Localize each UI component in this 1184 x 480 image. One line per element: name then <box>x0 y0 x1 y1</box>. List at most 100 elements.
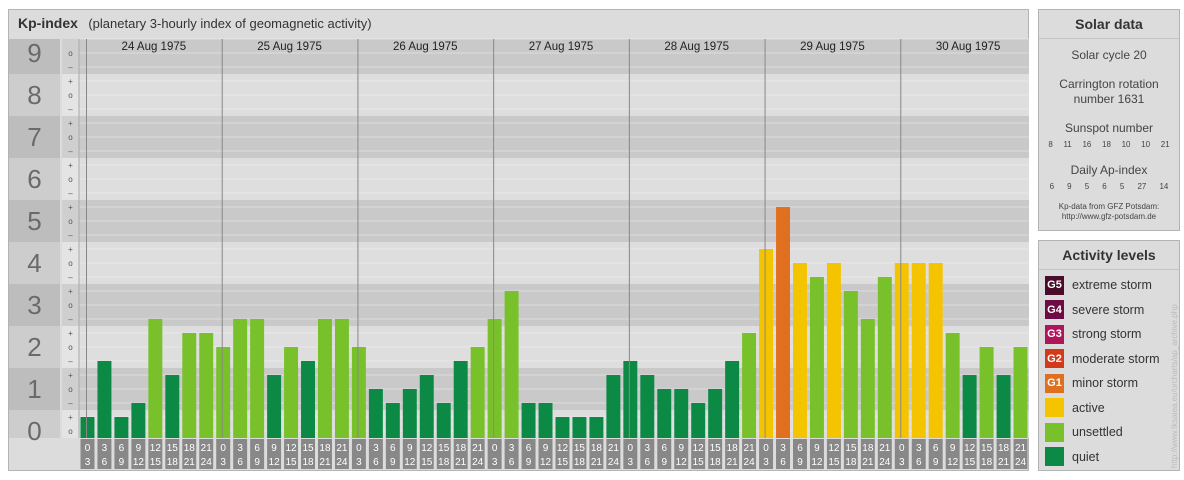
interval-box <box>521 439 536 469</box>
interval-end-label: 18 <box>167 457 179 468</box>
kp-labelband-1 <box>9 368 60 410</box>
interval-end-label: 12 <box>676 457 688 468</box>
kp-bar <box>725 360 740 438</box>
activity-levels-list: G5 extreme storm G4 severe storm G3 strong st… <box>1039 273 1179 469</box>
interval-end-label: 24 <box>1015 457 1027 468</box>
interval-end-label: 15 <box>557 457 569 468</box>
kp-tick-label: 4 <box>27 248 41 278</box>
interval-start-label: 6 <box>119 443 125 454</box>
activity-level-swatch: G4 <box>1045 300 1064 320</box>
interval-start-label: 9 <box>678 443 684 454</box>
interval-start-label: 15 <box>167 443 179 454</box>
interval-start-label: 3 <box>509 443 515 454</box>
kp-bar <box>250 318 265 438</box>
kp-subband-5 <box>62 200 79 242</box>
kp-band-9 <box>79 39 1029 74</box>
interval-end-label: 24 <box>336 457 348 468</box>
kp-tick-label: 0 <box>27 416 41 446</box>
day-label: 30 Aug 1975 <box>936 41 1001 53</box>
interval-box <box>809 439 824 469</box>
interval-end-label: 9 <box>390 457 396 468</box>
kp-bar <box>572 417 587 438</box>
activity-level-swatch <box>1045 398 1064 418</box>
ap-value: 6 <box>1102 182 1107 191</box>
interval-box <box>487 439 502 469</box>
kp-subtick-label: – <box>68 63 73 72</box>
kp-tick-label: 1 <box>27 374 41 404</box>
activity-level-label: strong storm <box>1072 327 1142 342</box>
interval-start-label: 21 <box>879 443 891 454</box>
interval-end-label: 3 <box>899 457 905 468</box>
activity-levels-panel: Activity levels G5 extreme storm G4 severe … <box>1038 240 1180 471</box>
kp-labelband-0 <box>9 410 60 438</box>
interval-start-label: 12 <box>557 443 569 454</box>
interval-start-label: 0 <box>356 443 362 454</box>
kp-subband-3 <box>62 284 79 326</box>
interval-start-label: 6 <box>933 443 939 454</box>
activity-level-item: G2 moderate storm <box>1039 347 1179 372</box>
kp-bar <box>402 389 417 438</box>
solar-data-panel: Solar data Solar cycle 20 Carrington rot… <box>1038 9 1180 231</box>
interval-end-label: 12 <box>811 457 823 468</box>
interval-end-label: 6 <box>237 457 243 468</box>
carrington-rotation: Carrington rotation number 1631 <box>1059 77 1159 106</box>
interval-start-label: 15 <box>845 443 857 454</box>
interval-end-label: 15 <box>693 457 705 468</box>
solar-cycle: Solar cycle 20 <box>1071 48 1147 62</box>
kp-bar <box>945 333 960 438</box>
interval-box <box>334 439 349 469</box>
data-source-url[interactable]: http://www.gfz-potsdam.de <box>1061 212 1157 221</box>
kp-bar <box>894 263 909 438</box>
interval-start-label: 21 <box>472 443 484 454</box>
kp-bar <box>334 318 349 438</box>
interval-end-label: 12 <box>404 457 416 468</box>
interval-box <box>945 439 960 469</box>
interval-box <box>97 439 112 469</box>
kp-bar <box>911 263 926 438</box>
interval-box <box>996 439 1011 469</box>
interval-end-label: 3 <box>763 457 769 468</box>
sunspot-value: 10 <box>1141 140 1151 149</box>
sunspot-label: Sunspot number <box>1064 121 1154 135</box>
interval-end-label: 12 <box>947 457 959 468</box>
kp-tick-label: 6 <box>27 164 41 194</box>
kp-subband-8 <box>62 74 79 116</box>
kp-subband-4 <box>62 242 79 284</box>
interval-start-label: 0 <box>85 443 91 454</box>
interval-box <box>165 439 180 469</box>
kp-subtick-label: + <box>68 161 73 170</box>
interval-start-label: 3 <box>916 443 922 454</box>
kp-bar <box>80 417 95 438</box>
interval-start-label: 21 <box>744 443 756 454</box>
interval-end-label: 21 <box>591 457 603 468</box>
day-label: 26 Aug 1975 <box>393 41 458 53</box>
interval-start-label: 21 <box>201 443 213 454</box>
interval-box <box>877 439 892 469</box>
interval-start-label: 6 <box>797 443 803 454</box>
interval-box <box>368 439 383 469</box>
interval-box <box>453 439 468 469</box>
activity-level-label: extreme storm <box>1072 278 1152 293</box>
interval-box <box>318 439 332 469</box>
interval-end-label: 9 <box>119 457 125 468</box>
day-label: 25 Aug 1975 <box>257 41 322 53</box>
interval-end-label: 9 <box>661 457 667 468</box>
kp-bar <box>793 263 807 438</box>
interval-end-label: 24 <box>201 457 213 468</box>
interval-box <box>131 439 146 469</box>
activity-level-swatch: G1 <box>1045 373 1064 393</box>
interval-box <box>843 439 858 469</box>
kp-bar <box>809 276 824 438</box>
kp-subtick-label: – <box>68 105 73 114</box>
kp-bar <box>199 333 214 438</box>
kp-labelband-7 <box>9 116 60 158</box>
data-source: Kp-data from GFZ Potsdam: http://www.gfz… <box>1039 202 1179 222</box>
kp-bar <box>114 417 129 438</box>
kp-bar <box>504 291 519 438</box>
interval-box <box>470 439 485 469</box>
interval-start-label: 3 <box>237 443 243 454</box>
kp-bar <box>979 347 994 438</box>
kp-bar <box>996 375 1011 438</box>
activity-level-item: G1 minor storm <box>1039 371 1179 396</box>
activity-level-swatch: G3 <box>1045 324 1064 344</box>
